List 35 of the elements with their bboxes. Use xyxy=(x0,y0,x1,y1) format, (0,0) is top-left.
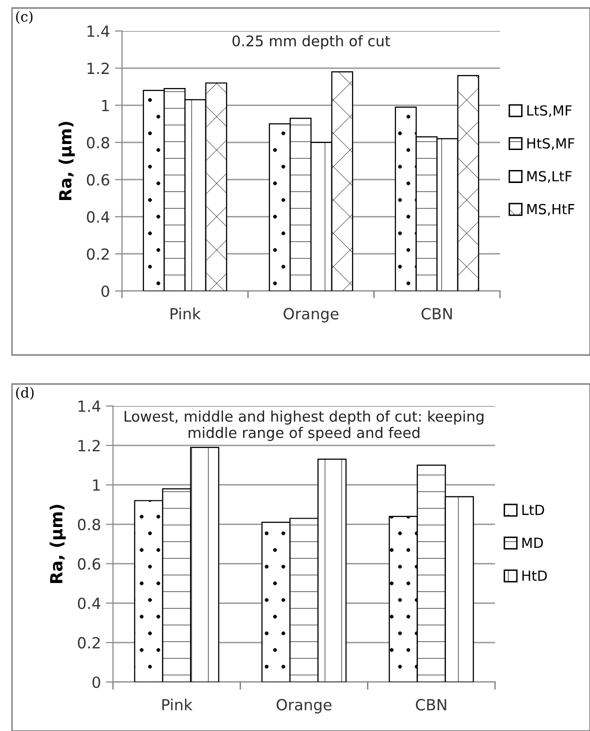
x-tick-label: Orange xyxy=(276,698,332,714)
x-tick-label: CBN xyxy=(422,308,452,320)
legend-label: HtS,MF xyxy=(527,138,574,150)
text: (d) xyxy=(16,387,34,400)
y-tick-label: 0 xyxy=(101,285,110,298)
y-tick-label: 1.2 xyxy=(78,440,100,452)
text: Lowest, middle and highest depth of cut: keeping middle range of speed and feed xyxy=(124,410,484,441)
y-tick-label: 0 xyxy=(92,676,100,688)
y-tick-label: 1.2 xyxy=(88,62,109,74)
y-tick-label: 0.2 xyxy=(78,637,100,649)
legend-label: MS,LtF xyxy=(527,170,572,183)
y-tick-label: 0.6 xyxy=(78,558,100,570)
y-axis-title: Ra, (µm) xyxy=(50,504,66,584)
y-tick-label: 0.2 xyxy=(86,248,109,260)
legend-label: LtS,MF xyxy=(527,105,572,118)
y-tick-label: 1 xyxy=(102,100,109,112)
y-tick-label: 0.8 xyxy=(86,136,110,148)
y-tick-label: 0.4 xyxy=(78,598,100,610)
y-tick-label: 0.8 xyxy=(78,518,100,530)
y-tick-label: 1.4 xyxy=(88,26,110,37)
y-tick-label: 0.4 xyxy=(86,211,110,223)
legend-label: MS,HtF xyxy=(527,204,574,216)
y-tick-label: 0.6 xyxy=(86,174,110,186)
x-tick-label: Pink xyxy=(162,698,192,710)
legend-label: LtD xyxy=(522,504,544,515)
legend-label: HtD xyxy=(522,570,547,581)
x-tick-label: Orange xyxy=(284,308,338,322)
chart-title: 0.25 mm depth of cut xyxy=(232,35,390,50)
x-tick-label: CBN xyxy=(416,698,446,710)
y-tick-label: 1.4 xyxy=(78,400,100,412)
legend-label: MD xyxy=(522,538,543,548)
x-tick-label: Pink xyxy=(170,308,201,320)
y-axis-title: Ra, (µm) xyxy=(58,122,75,200)
text: (c) xyxy=(16,11,33,24)
y-tick-label: 1 xyxy=(93,480,100,491)
